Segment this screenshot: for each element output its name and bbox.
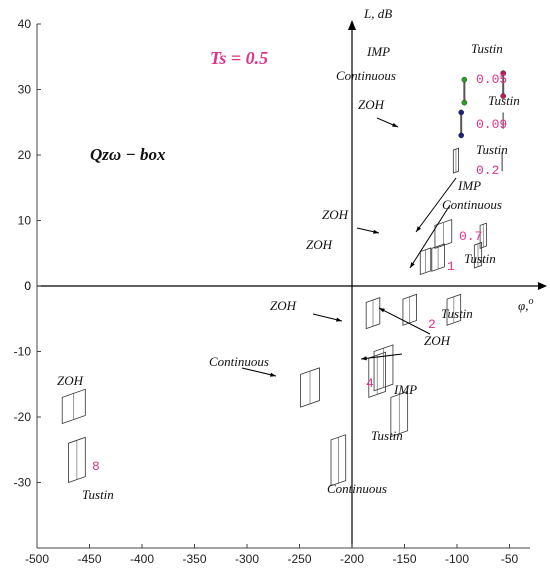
chart-boxes — [61, 147, 487, 487]
period-label: 0.7 — [459, 229, 482, 244]
frequency-box — [431, 243, 445, 272]
y-tick-label: -10 — [14, 345, 32, 359]
period-label: 0.09 — [476, 117, 507, 132]
method-label: Continuous — [209, 354, 269, 369]
method-label: Continuous — [336, 68, 396, 83]
horizontal-axis-arrow — [538, 282, 547, 290]
x-tick-label: -150 — [392, 552, 416, 566]
frequency-box — [473, 241, 483, 269]
frequency-box — [419, 247, 432, 276]
period-label: 0.2 — [476, 163, 499, 178]
method-label: Tustin — [82, 487, 114, 502]
y-tick-label: 20 — [18, 148, 32, 162]
q-box-label: Qzω − box — [90, 145, 166, 164]
method-label: Continuous — [442, 197, 502, 212]
frequency-box — [446, 293, 462, 326]
annotation-arrowhead — [373, 229, 379, 234]
period-label: 1 — [447, 259, 455, 274]
frequency-box — [452, 147, 459, 174]
method-label: Tustin — [488, 93, 520, 108]
series-point — [458, 132, 465, 139]
annotation-arrowhead — [361, 356, 367, 361]
method-label: IMP — [366, 44, 390, 59]
y-tick-label: 0 — [24, 279, 31, 293]
method-label: ZOH — [322, 207, 349, 222]
annotation-arrowhead — [270, 372, 276, 377]
chart-axes: -500 -450 -400 -350 -300 -250 -200 -150 -100 -50-… — [14, 6, 547, 566]
method-label: IMP — [393, 382, 417, 397]
x-axis-title: φ,o — [518, 296, 533, 313]
period-label: 8 — [92, 459, 100, 474]
chart-annotations: Ts = 0.5 Qzω − box Tustin Tustin Tustin Tusti… — [57, 41, 520, 502]
x-tick-label: -100 — [445, 552, 469, 566]
frequency-box — [300, 367, 320, 408]
frequency-box — [68, 436, 86, 484]
x-tick-label: -250 — [287, 552, 311, 566]
method-label: Tustin — [371, 428, 403, 443]
period-label: 4 — [366, 376, 374, 391]
method-label: Tustin — [464, 251, 496, 266]
period-label: 0.05 — [476, 72, 507, 87]
y-tick-label: -20 — [14, 410, 32, 424]
x-tick-label: -200 — [340, 552, 364, 566]
method-label: ZOH — [358, 97, 385, 112]
annotation-arrowhead — [392, 122, 398, 127]
annotation-arrowhead — [410, 262, 415, 268]
chart-series — [458, 70, 507, 172]
x-tick-label: -450 — [77, 552, 101, 566]
annotation-arrow — [409, 204, 451, 269]
frequency-box — [330, 434, 347, 487]
method-label: ZOH — [306, 237, 333, 252]
x-tick-label: -400 — [130, 552, 154, 566]
x-tick-label: -500 — [25, 552, 49, 566]
frequency-box — [390, 390, 409, 438]
y-tick-label: -30 — [14, 476, 32, 490]
y-axis-title: L, dB — [363, 6, 392, 21]
frequency-box — [402, 293, 417, 326]
method-label: ZOH — [270, 298, 297, 313]
frequency-box — [479, 222, 487, 249]
vertical-axis-arrow — [348, 20, 356, 30]
x-tick-label: -350 — [182, 552, 206, 566]
x-tick-label: -50 — [501, 552, 519, 566]
series-point — [461, 76, 468, 83]
series-point — [458, 109, 465, 116]
method-label: Tustin — [441, 306, 473, 321]
frequency-box — [368, 351, 387, 398]
method-label: Tustin — [476, 142, 508, 157]
frequency-box — [373, 344, 394, 392]
series-point — [500, 70, 507, 76]
method-label: Continuous — [327, 481, 387, 496]
annotation-arrow — [360, 353, 403, 360]
sampling-time-label: Ts = 0.5 — [210, 48, 268, 68]
frequency-box — [61, 388, 86, 425]
y-tick-label: 10 — [18, 214, 32, 228]
annotation-arrowhead — [416, 226, 422, 232]
annotation-arrowhead — [379, 308, 385, 313]
method-label: IMP — [457, 178, 481, 193]
y-tick-label: 0 — [24, 279, 31, 293]
annotation-arrow — [241, 367, 277, 377]
x-tick-label: -300 — [235, 552, 259, 566]
period-label: 2 — [428, 317, 436, 332]
series-point — [500, 93, 507, 99]
annotation-arrowhead — [336, 317, 342, 322]
method-label: ZOH — [424, 333, 451, 348]
method-label: Tustin — [471, 41, 503, 56]
frequency-box — [434, 218, 453, 249]
method-label: ZOH — [57, 373, 84, 388]
frequency-box — [365, 297, 381, 330]
series-point — [461, 99, 468, 106]
annotation-arrow — [378, 307, 431, 335]
y-tick-label: 30 — [18, 83, 32, 97]
annotation-arrow — [415, 177, 457, 233]
y-tick-label: 40 — [18, 17, 32, 31]
x-axis-title-superscript: o — [528, 296, 533, 307]
